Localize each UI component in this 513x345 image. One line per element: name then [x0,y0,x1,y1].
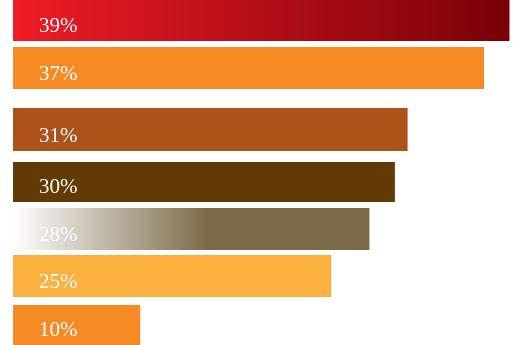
bar-label-25: 25% [39,269,78,293]
bar-28 [13,208,370,250]
bar-37 [13,47,484,89]
bar-label-31: 31% [39,123,78,147]
bar-label-10: 10% [39,317,78,341]
bar-30 [13,162,395,202]
bar-10 [13,305,141,345]
labels-layer: 39% 37% 31% 30% 28% 25% 10% [39,13,78,341]
bar-label-37: 37% [39,61,78,85]
bar-label-28: 28% [39,222,78,246]
bar-25 [13,255,332,297]
bar-label-39: 39% [39,13,78,37]
bar-39 [13,0,510,41]
bar-label-30: 30% [39,174,78,198]
bar-31 [13,108,408,151]
bars-layer [13,0,510,345]
